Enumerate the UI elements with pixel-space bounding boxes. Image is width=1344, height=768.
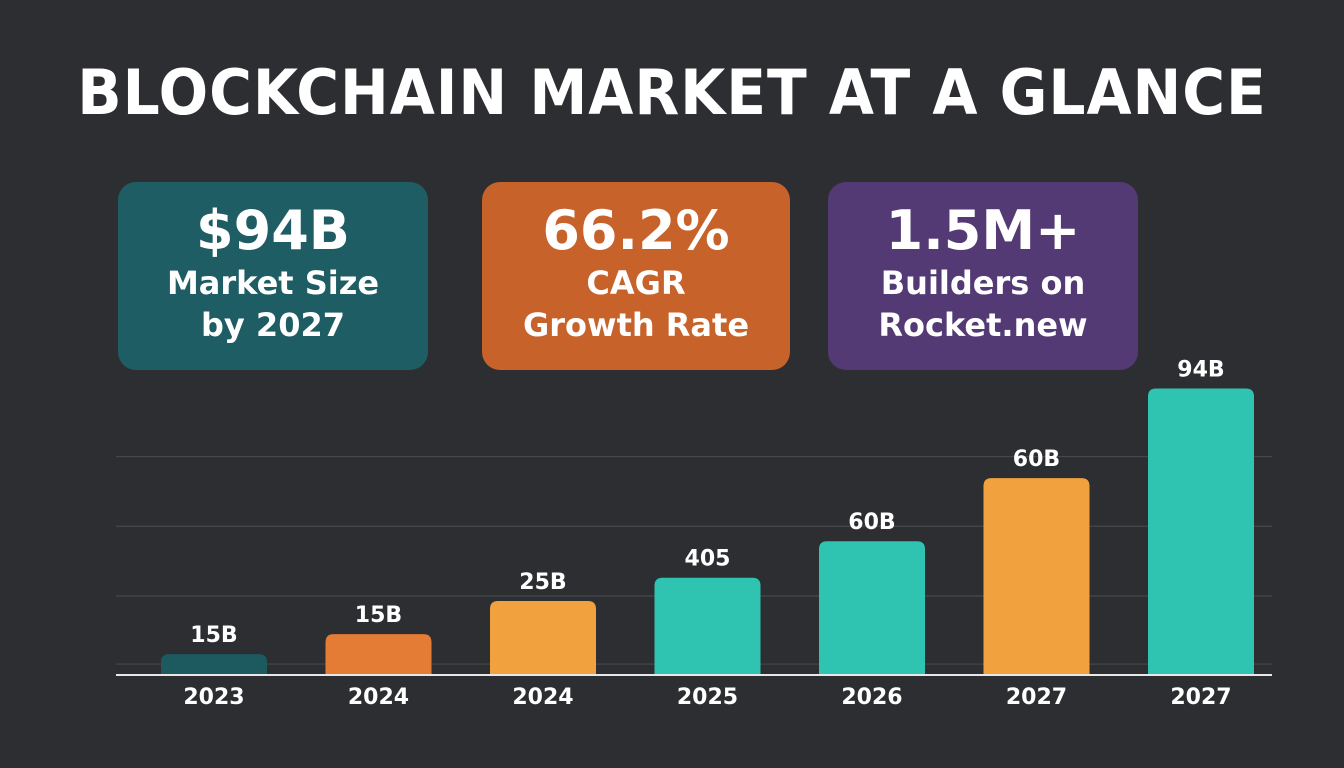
stat-card-builders: 1.5M+ Builders on Rocket.new [828,182,1138,370]
bar-3 [654,577,761,674]
stat-value-market-size: $94B [196,199,350,262]
stat-value-cagr: 66.2% [542,199,730,262]
stat-card-market-size: $94B Market Size by 2027 [118,182,428,370]
bar-1 [325,634,432,674]
bar-value-label-2: 25B [519,570,566,595]
stat-label-builders-line2: Rocket.new [878,306,1088,344]
stat-label-builders-line1: Builders on [880,264,1086,302]
bar-value-label-5: 60B [1013,447,1060,472]
bar-value-label-1: 15B [355,603,402,628]
x-tick-label-5: 2027 [1006,685,1067,710]
bar-5 [983,478,1090,674]
stat-label-cagr-line2: Growth Rate [522,306,750,344]
stat-label-market-size-line2: by 2027 [201,306,345,344]
x-tick-label-1: 2024 [348,685,409,710]
x-tick-label-6: 2027 [1170,685,1231,710]
bar-value-label-3: 405 [685,547,731,572]
x-tick-label-3: 2025 [677,685,738,710]
bar-value-label-0: 15B [190,623,237,648]
bar-value-label-6: 94B [1177,357,1224,382]
stat-value-builders: 1.5M+ [885,199,1081,262]
bar-value-label-4: 60B [848,510,895,535]
bar-2 [490,600,596,674]
x-tick-label-4: 2026 [841,685,902,710]
bar-6 [1148,388,1254,674]
x-tick-label-2: 2024 [512,685,573,710]
bar-0 [161,654,267,674]
page-title: BLOCKCHAIN MARKET AT A GLANCE [77,56,1267,129]
stat-card-cagr: 66.2% CAGR Growth Rate [482,182,790,370]
x-tick-label-0: 2023 [183,685,244,710]
stat-label-cagr-line1: CAGR [586,264,686,302]
stat-label-market-size-line1: Market Size [166,264,380,302]
bar-4 [819,541,925,674]
